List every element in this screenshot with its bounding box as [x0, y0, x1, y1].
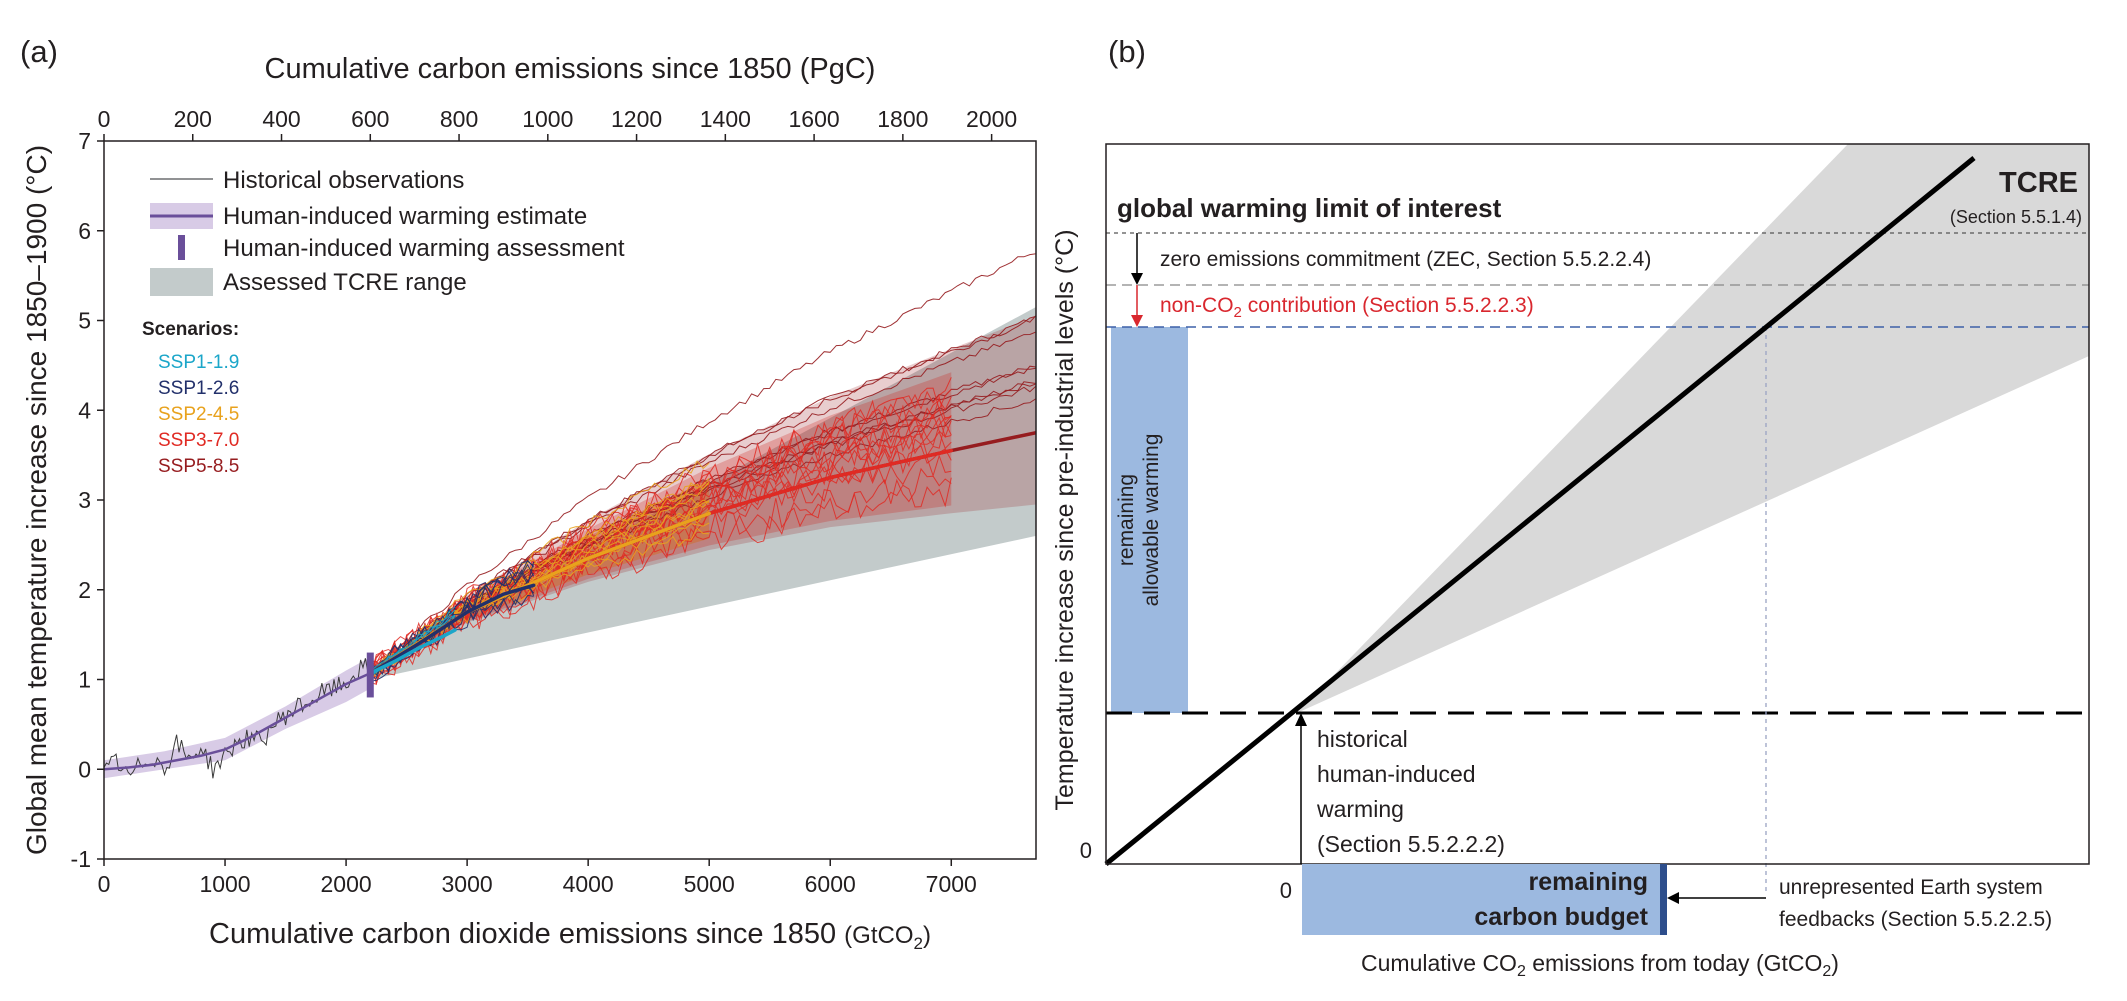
x-tick-label: 4000 [563, 871, 614, 897]
y-tick-label: 5 [78, 308, 91, 334]
ssp126-member-line [370, 579, 535, 671]
tcre-uncertainty-wedge [1297, 144, 2089, 713]
x-tick-label: 6000 [805, 871, 856, 897]
y-axis-title: Global mean temperature increase since 1… [21, 145, 52, 855]
panel-a-lines [104, 253, 1036, 779]
hiw-estimate-line [104, 672, 371, 771]
x2-tick-label: 2000 [966, 106, 1017, 132]
ssp126-member-line [369, 559, 535, 677]
legend-label-hiw-estimate: Human-induced warming estimate [223, 203, 587, 230]
tcre-title: TCRE [1999, 167, 2078, 199]
x-tick-label: 1000 [199, 871, 250, 897]
bottom-axis-title: Cumulative carbon dioxide emissions sinc… [209, 918, 931, 953]
remaining-budget-label-2: carbon budget [1474, 903, 1648, 931]
y-tick-label: 3 [78, 487, 91, 513]
panel-b: (b) remaining allowable warming remainin… [1051, 34, 2090, 980]
panel-b-y-axis-title: Temperature increase since pre-industria… [1051, 229, 1079, 810]
historical-label-3: warming [1316, 796, 1404, 822]
top-axis-title: Cumulative carbon emissions since 1850 (… [265, 53, 876, 85]
x2-tick-label: 200 [174, 106, 212, 132]
tcre-line [1104, 156, 1976, 866]
panel-b-label: (b) [1108, 34, 1146, 69]
panel-a: (a) Cumulative carbon emissions since 18… [20, 34, 1037, 953]
x-tick-label: 0 [98, 871, 111, 897]
x2-tick-label: 1600 [789, 106, 840, 132]
x2-tick-label: 600 [351, 106, 389, 132]
ssp119-mean-line [368, 628, 457, 675]
y-tick-label: -1 [71, 846, 91, 872]
x-tick-label: 2000 [320, 871, 371, 897]
panel-a-bands [104, 307, 1036, 779]
ssp585-member-line [370, 253, 1036, 673]
scenario-ssp126: SSP1-2.6 [158, 378, 239, 399]
historical-label-4: (Section 5.5.2.2.2) [1317, 831, 1505, 857]
y-tick-label: 1 [78, 667, 91, 693]
legend-swatch-hiw-assessment [178, 235, 185, 260]
y-tick-label: 2 [78, 577, 91, 603]
legend-label-tcre: Assessed TCRE range [223, 269, 467, 296]
ssp370-member-line [369, 416, 952, 674]
tcre-reference: (Section 5.5.1.4) [1950, 207, 2082, 227]
scenario-ssp585: SSP5-8.5 [158, 456, 239, 477]
x-tick-label: 7000 [926, 871, 977, 897]
y-tick-label: 6 [78, 218, 91, 244]
scenario-ssp370: SSP3-7.0 [158, 430, 239, 451]
scenario-ssp245: SSP2-4.5 [158, 404, 239, 425]
ssp585-member-line [370, 365, 1036, 672]
panel-a-legend: Historical observations Human-induced wa… [142, 167, 625, 477]
remaining-warming-bar [1111, 327, 1188, 713]
scenario-ssp119: SSP1-1.9 [158, 352, 239, 373]
y-tick-label: 0 [78, 756, 91, 782]
y-tick-label: 4 [78, 397, 91, 423]
historical-warming-arrowhead [1295, 713, 1307, 726]
ssp370-member-line [369, 430, 952, 675]
x2-tick-label: 1000 [522, 106, 573, 132]
panel-b-x-zero: 0 [1280, 878, 1292, 903]
x2-tick-label: 1800 [877, 106, 928, 132]
ssp245-member-line [370, 477, 710, 675]
remaining-warming-label-1: remaining [1115, 474, 1138, 566]
legend-label-observations: Historical observations [223, 167, 464, 194]
x-tick-label: 3000 [442, 871, 493, 897]
ssp245-member-line [370, 460, 710, 674]
hiw-uncertainty-band [104, 657, 371, 779]
remaining-warming-label-2: allowable warming [1140, 434, 1163, 607]
feedback-label-1: unrepresented Earth system [1779, 876, 2043, 899]
zec-arrowhead [1131, 273, 1143, 285]
x2-tick-label: 0 [98, 106, 111, 132]
y-tick-label: 7 [78, 128, 91, 154]
feedback-arrowhead [1667, 892, 1679, 904]
warming-limit-label: global warming limit of interest [1117, 193, 1502, 223]
ssp370-plume [370, 372, 952, 674]
remaining-budget-bar [1302, 864, 1667, 935]
x2-tick-label: 1200 [611, 106, 662, 132]
panel-b-y-zero: 0 [1080, 838, 1092, 863]
scenarios-title: Scenarios: [142, 319, 239, 340]
feedback-label-2: feedbacks (Section 5.5.2.2.5) [1779, 908, 2052, 931]
panel-a-ticks: 0 1000 2000 3000 4000 5000 6000 7000 0 200 400 600 8… [71, 106, 1018, 897]
remaining-budget-label-1: remaining [1529, 868, 1648, 896]
panel-a-label: (a) [20, 34, 58, 69]
ssp126-mean-line [368, 583, 536, 675]
x-tick-label: 5000 [684, 871, 735, 897]
zec-label: zero emissions commitment (ZEC, Section … [1160, 248, 1651, 271]
historical-label-1: historical [1317, 726, 1408, 752]
remaining-budget-edge [1660, 864, 1667, 935]
legend-swatch-tcre [150, 268, 213, 296]
non-co2-label: non-CO2 contribution (Section 5.5.2.2.3) [1160, 294, 1534, 321]
x2-tick-label: 800 [440, 106, 478, 132]
ssp370-member-line [369, 413, 952, 683]
x2-tick-label: 1400 [700, 106, 751, 132]
x2-tick-label: 400 [262, 106, 300, 132]
panel-b-x-axis-title: Cumulative CO2 emissions from today (GtC… [1361, 950, 1839, 980]
hiw-assessment-marker [366, 652, 374, 698]
legend-label-hiw-assessment: Human-induced warming assessment [223, 235, 625, 262]
non-co2-arrowhead [1131, 315, 1143, 327]
historical-label-2: human-induced [1317, 761, 1476, 787]
